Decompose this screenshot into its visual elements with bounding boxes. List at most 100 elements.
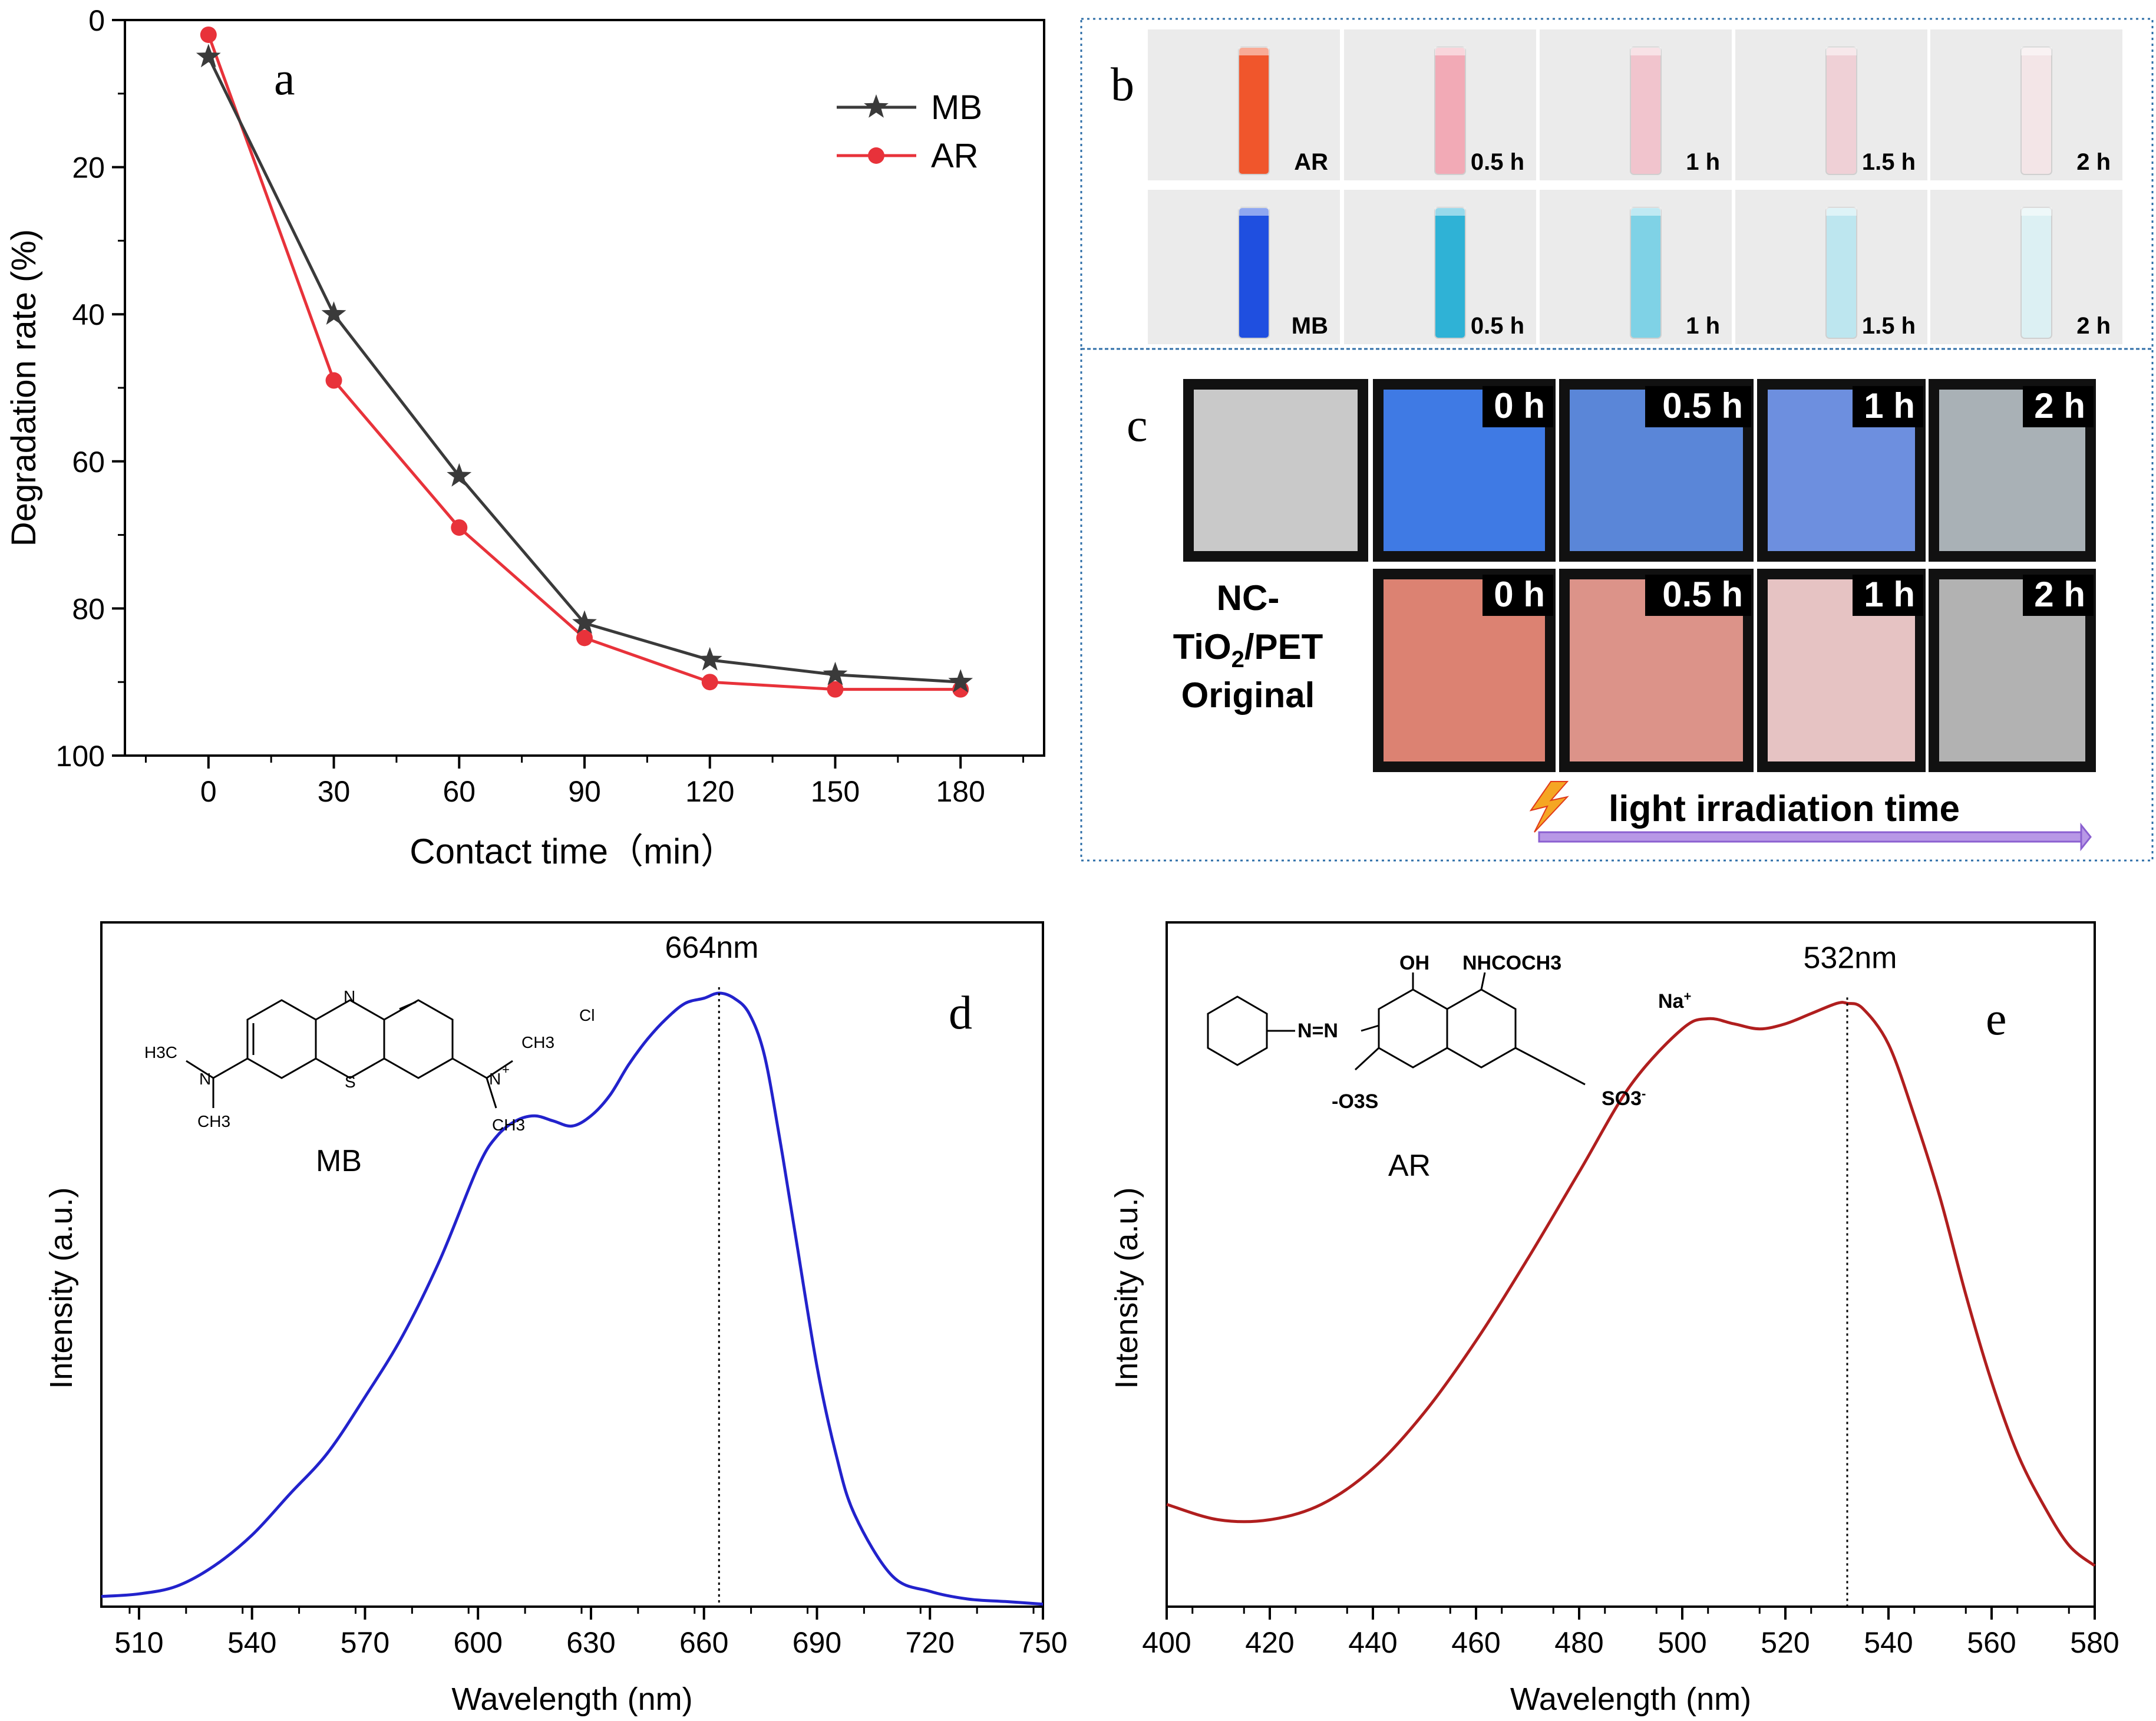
cuvette (1238, 207, 1270, 339)
cuvette (1238, 47, 1270, 175)
cuvette-rim (1435, 47, 1465, 55)
y-tick-label: 100 (56, 740, 105, 773)
time-badge-label: 1 h (1864, 575, 1915, 614)
x-tick-label: 560 (1967, 1626, 2016, 1659)
y-axis-label: Degradation rate (%) (5, 229, 43, 546)
time-badge (2023, 575, 2094, 616)
x-tick-label: 720 (906, 1626, 955, 1659)
cuvette-label: MB (1292, 313, 1328, 339)
y-tick-label: 40 (72, 298, 105, 331)
x-tick-label: 750 (1018, 1626, 1067, 1659)
x-tick-label: 30 (318, 775, 351, 808)
ar-atom-nhcoch3: NHCOCH3 (1462, 952, 1561, 974)
cuvette-label: 1 h (1686, 313, 1720, 339)
mb-atom-ch3-r2: CH3 (492, 1116, 525, 1134)
panel-c-photos: c 0 h 0.5 h 1 h 2 h 0 h 0.5 h 1 h 2 h NC- TiO2… (1080, 348, 2154, 862)
mb-structure (186, 999, 513, 1109)
y-axis-label: Intensity (a.u.) (44, 1187, 79, 1389)
ar-atom-so3-left: -O3S (1332, 1090, 1378, 1113)
original-label-line2: TiO2/PET (1173, 627, 1323, 672)
time-arrow (1538, 822, 2092, 852)
plot-frame (1166, 921, 2096, 1608)
cuvette-rim (1630, 207, 1661, 216)
y-tick-label: 20 (72, 151, 105, 184)
arrow-label: light irradiation time (1609, 789, 1960, 829)
ar-atom-so3-right: SO3- (1602, 1086, 1646, 1110)
time-badge (1853, 386, 1923, 427)
spectrum-line (1166, 1001, 2096, 1567)
time-badge (1483, 386, 1553, 427)
mb-atom-n-right: N (489, 1070, 501, 1088)
mb-atom-cl: Cl (579, 1006, 595, 1024)
panel-b-row-mb: MB 0.5 h 1 h 1.5 h 2 h (1148, 190, 2122, 344)
x-tick-label: 400 (1142, 1626, 1191, 1659)
x-tick-label: 570 (341, 1626, 389, 1659)
time-badge-label: 2 h (2034, 575, 2085, 614)
cuvette (2020, 207, 2052, 339)
legend-label-ar: AR (931, 137, 979, 175)
molecule-label: MB (316, 1144, 362, 1178)
legend: MB AR (837, 88, 982, 175)
data-point-ar (325, 372, 342, 389)
x-tick-label: 480 (1554, 1626, 1603, 1659)
panel-e-chart: 400 420 440 460 480 500 520 540 560 580 Wavelength… (1109, 921, 2119, 1717)
x-tick-label: 440 (1348, 1626, 1397, 1659)
cuvette (1825, 207, 1857, 339)
data-point-mb (697, 647, 722, 671)
mb-structure-labels: N S H3C N CH3 N + CH3 CH3 Cl (144, 987, 595, 1134)
ar-structure (1207, 972, 1586, 1086)
original-label-line1: NC- (1217, 578, 1280, 618)
mb-atom-s: S (345, 1073, 356, 1091)
x-tick-label: 690 (793, 1626, 841, 1659)
panel-d-chart: 510 540 570 600 630 660 690 720 750 Wavelength (n… (44, 921, 1068, 1717)
panel-e-letter: e (1986, 993, 2007, 1045)
y-tick-label: 0 (88, 4, 105, 37)
x-tick-label: 180 (936, 775, 985, 808)
panel-b-letter: b (1111, 59, 1134, 111)
data-point-mb (321, 301, 346, 325)
cuvette-rim (2021, 47, 2052, 55)
legend-label-mb: MB (931, 88, 982, 127)
x-tick-label: 520 (1761, 1626, 1810, 1659)
x-tick-label: 90 (568, 775, 601, 808)
series-line-ar (207, 34, 961, 691)
data-point-mb (948, 669, 973, 693)
mb-atom-h3c: H3C (144, 1043, 177, 1061)
x-tick-label: 60 (443, 775, 476, 808)
plot-frame (100, 921, 1044, 1608)
cuvette (1434, 47, 1466, 175)
x-tick-label: 540 (227, 1626, 276, 1659)
ar-atom-azo: N=N (1297, 1020, 1338, 1042)
legend-marker-mb (864, 94, 889, 118)
x-tick-label: 510 (114, 1626, 163, 1659)
ar-atom-na: Na+ (1658, 989, 1691, 1013)
cuvette (1825, 47, 1857, 175)
panel-d-letter: d (949, 987, 972, 1039)
x-tick-label: 0 (200, 775, 217, 808)
data-point-ar (200, 26, 217, 43)
panel-c-row-ar: 0 h 0.5 h 1 h 2 h (1373, 569, 2096, 772)
cuvette-rim (1239, 47, 1269, 55)
x-axis-label: Contact time（min） (410, 832, 735, 871)
cuvette-label: AR (1294, 149, 1328, 175)
data-point-mb (572, 610, 597, 634)
panel-c-row-mb: 0 h 0.5 h 1 h 2 h (1183, 379, 2096, 562)
x-tick-label: 660 (679, 1626, 728, 1659)
y-tick-label: 80 (72, 592, 105, 625)
cuvette-label: 2 h (2076, 149, 2111, 175)
cuvette-label: 1.5 h (1862, 313, 1916, 339)
time-badge (1645, 575, 1751, 616)
legend-marker-ar (868, 147, 884, 164)
ar-atom-oh: OH (1399, 952, 1429, 974)
x-axis-label: Wavelength (nm) (451, 1682, 692, 1717)
x-tick-label: 120 (685, 775, 734, 808)
original-label: NC- TiO2/PET Original (1173, 578, 1323, 715)
x-tick-label: 500 (1658, 1626, 1706, 1659)
cuvette-label: 2 h (2076, 313, 2111, 339)
original-label-line3: Original (1181, 675, 1315, 715)
series-line-mb (207, 56, 961, 684)
mb-atom-n-top: N (344, 987, 355, 1005)
cuvette-label: 0.5 h (1471, 313, 1524, 339)
mb-atom-plus: + (502, 1062, 510, 1077)
